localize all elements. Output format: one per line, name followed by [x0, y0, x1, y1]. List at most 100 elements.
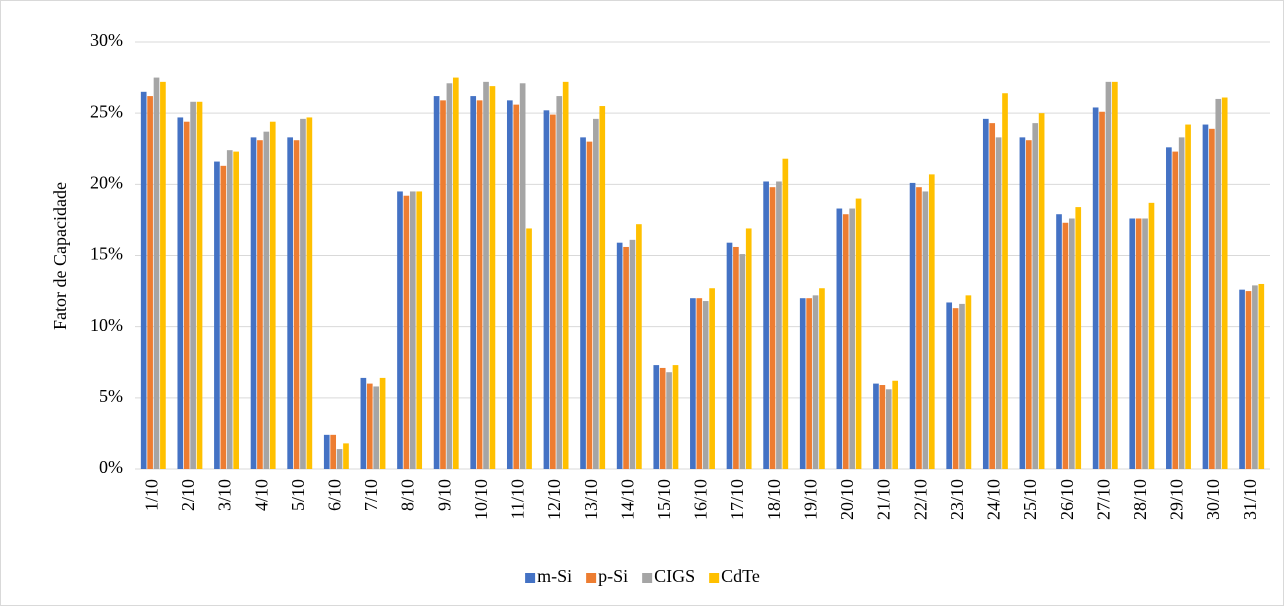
bar — [1032, 123, 1039, 469]
x-tick-label: 2/10 — [178, 479, 198, 511]
bar — [483, 81, 489, 469]
bar — [543, 110, 550, 469]
bar — [1185, 124, 1191, 469]
bar — [653, 365, 660, 469]
bar — [982, 118, 989, 470]
bar — [257, 140, 263, 469]
bar — [726, 242, 733, 469]
bar — [599, 106, 606, 470]
bar — [672, 365, 679, 469]
bar — [330, 434, 337, 469]
bar — [263, 131, 270, 470]
bar — [1092, 107, 1099, 470]
bar — [147, 96, 153, 469]
x-tick-label: 19/10 — [800, 479, 820, 520]
bar — [849, 208, 855, 469]
bar — [1245, 291, 1252, 469]
bar — [336, 449, 343, 469]
x-tick-label: 4/10 — [251, 479, 271, 511]
bar — [1178, 137, 1185, 469]
bar — [892, 380, 899, 469]
bar — [506, 100, 513, 470]
bar — [489, 86, 496, 469]
y-tick-label: 0% — [99, 457, 123, 477]
bar — [629, 239, 636, 469]
bar — [799, 298, 806, 469]
bar — [1038, 113, 1045, 470]
bar — [659, 367, 666, 469]
x-tick-label: 31/10 — [1240, 479, 1260, 520]
bar — [214, 161, 220, 469]
bar — [550, 114, 556, 469]
bar — [1148, 202, 1155, 469]
bar — [616, 242, 623, 469]
bar — [476, 100, 483, 470]
x-tick-label: 25/10 — [1020, 479, 1040, 520]
y-tick-label: 15% — [90, 244, 123, 264]
bar — [946, 302, 953, 469]
bar — [440, 100, 446, 470]
x-tick-label: 15/10 — [654, 479, 674, 520]
x-tick-label: 29/10 — [1167, 479, 1187, 520]
bar — [959, 303, 965, 469]
x-tick-label: 1/10 — [141, 479, 161, 511]
bar — [177, 117, 184, 469]
bar — [300, 118, 306, 470]
y-tick-label: 30% — [90, 30, 123, 50]
legend-swatch — [709, 573, 720, 583]
bar — [160, 81, 166, 469]
legend-swatch — [525, 573, 536, 583]
bar — [409, 191, 416, 469]
y-tick-label: 25% — [90, 101, 123, 121]
bar — [763, 181, 769, 469]
bar — [1068, 218, 1075, 469]
x-tick-label: 21/10 — [874, 479, 894, 520]
bar — [1025, 140, 1032, 469]
bar — [690, 298, 696, 469]
bar — [226, 150, 233, 469]
x-tick-label: 17/10 — [727, 479, 747, 520]
bar — [989, 123, 996, 469]
x-tick-label: 23/10 — [947, 479, 967, 520]
bar — [873, 383, 879, 469]
y-axis-title: Fator de Capacidade — [50, 182, 70, 330]
bar — [452, 77, 459, 469]
bar — [513, 104, 520, 470]
bar — [366, 383, 373, 469]
x-tick-label: 6/10 — [324, 479, 344, 511]
bar — [1239, 289, 1245, 469]
bar — [922, 191, 929, 469]
x-tick-label: 27/10 — [1093, 479, 1113, 520]
bar — [379, 377, 386, 469]
x-tick-label: 16/10 — [691, 479, 711, 520]
bar — [1112, 81, 1118, 469]
bar — [745, 228, 752, 469]
bar — [1002, 93, 1008, 470]
bar — [250, 137, 257, 469]
x-tick-label: 18/10 — [764, 479, 784, 520]
bar — [885, 389, 892, 469]
bar — [965, 295, 972, 469]
bar — [580, 137, 586, 469]
bar — [140, 91, 147, 470]
bar — [928, 174, 935, 469]
bar — [776, 181, 782, 469]
legend-swatch — [586, 573, 597, 583]
bar — [733, 246, 739, 469]
bar — [1166, 147, 1172, 469]
bar — [470, 96, 477, 469]
bar — [636, 224, 642, 469]
bar — [855, 198, 862, 470]
legend-label: m-Si — [537, 566, 572, 586]
x-tick-label: 12/10 — [544, 479, 564, 520]
x-tick-label: 8/10 — [398, 479, 418, 511]
bar — [1258, 283, 1265, 469]
bar — [1019, 137, 1026, 469]
bar — [323, 434, 330, 469]
bar — [360, 377, 367, 469]
x-tick-label: 5/10 — [288, 479, 308, 511]
bar — [1075, 207, 1082, 469]
bar — [812, 295, 819, 469]
bar — [739, 254, 746, 469]
bar — [842, 214, 849, 469]
